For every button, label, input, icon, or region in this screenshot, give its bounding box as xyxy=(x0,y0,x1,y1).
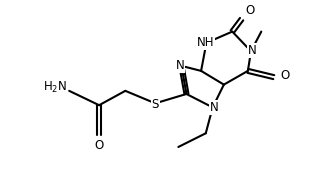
Text: NH: NH xyxy=(197,36,214,49)
Text: N: N xyxy=(176,59,184,72)
Text: S: S xyxy=(152,98,159,111)
Text: N: N xyxy=(210,101,218,114)
Text: O: O xyxy=(94,139,104,153)
Text: N: N xyxy=(248,44,257,57)
Text: O: O xyxy=(245,4,255,17)
Text: H$_2$N: H$_2$N xyxy=(44,80,68,95)
Text: O: O xyxy=(280,69,290,82)
